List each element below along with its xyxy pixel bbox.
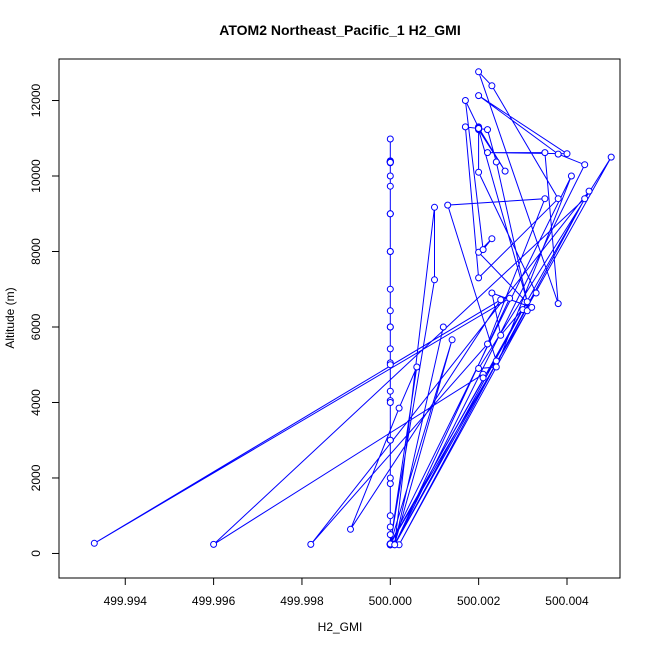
x-axis: 499.994 499.996 499.998 500.000 500.002 500.0… xyxy=(104,577,589,608)
data-point xyxy=(386,512,394,520)
data-point xyxy=(386,523,394,531)
data-point xyxy=(386,345,394,353)
data-point xyxy=(475,92,483,100)
data-point xyxy=(386,436,394,444)
data-point xyxy=(492,357,500,365)
data-point xyxy=(532,289,540,297)
y-tick-label: 12000 xyxy=(29,84,43,118)
data-point xyxy=(431,276,438,284)
series-layer xyxy=(90,68,615,549)
data-point xyxy=(444,201,452,209)
data-point xyxy=(461,97,469,104)
data-point xyxy=(386,158,394,166)
data-point xyxy=(90,539,98,547)
y-tick-label: 8000 xyxy=(29,238,43,265)
plot-frame xyxy=(58,58,621,579)
data-point xyxy=(448,336,456,344)
x-tick-label: 499.994 xyxy=(104,594,148,608)
data-point xyxy=(554,300,562,308)
y-axis-label: Altitude (m) xyxy=(3,287,17,348)
data-point xyxy=(497,331,505,339)
data-point xyxy=(461,123,469,131)
data-point xyxy=(475,365,483,372)
x-tick-label: 499.996 xyxy=(192,594,236,608)
data-point xyxy=(347,525,354,533)
x-tick-label: 500.000 xyxy=(369,594,413,608)
data-point xyxy=(307,540,315,548)
data-point xyxy=(386,399,394,406)
data-point xyxy=(554,150,562,158)
chart-title: ATOM2 Northeast_Pacific_1 H2_GMI xyxy=(219,22,460,38)
data-point xyxy=(386,172,394,180)
y-tick-label: 4000 xyxy=(29,389,43,416)
data-point xyxy=(567,172,575,180)
data-point xyxy=(488,82,496,90)
y-tick-label: 2000 xyxy=(29,464,43,491)
data-point xyxy=(563,150,571,158)
data-point xyxy=(492,363,500,371)
data-point xyxy=(431,203,438,211)
data-point xyxy=(541,195,549,203)
y-axis: 0 2000 4000 6000 8000 10000 12000 xyxy=(29,84,60,557)
data-point xyxy=(528,303,536,311)
data-point xyxy=(386,135,394,143)
data-point xyxy=(413,363,421,371)
data-point xyxy=(386,323,394,331)
x-axis-label: H2_GMI xyxy=(318,620,363,634)
x-tick-label: 500.002 xyxy=(457,594,501,608)
data-point xyxy=(492,158,500,166)
data-point xyxy=(475,168,483,176)
data-point xyxy=(386,182,394,190)
y-tick-label: 0 xyxy=(29,550,43,557)
data-point xyxy=(581,195,589,203)
data-point xyxy=(386,474,394,482)
data-point xyxy=(479,374,487,382)
data-point xyxy=(439,323,447,331)
data-point xyxy=(523,307,531,315)
data-point xyxy=(501,167,509,175)
data-point xyxy=(395,404,403,412)
data-point xyxy=(391,541,399,549)
data-point xyxy=(484,340,491,348)
y-tick-label: 6000 xyxy=(29,313,43,340)
data-point xyxy=(585,187,593,195)
data-point xyxy=(497,296,505,304)
data-point xyxy=(581,161,589,169)
data-point xyxy=(386,285,394,293)
data-point xyxy=(386,531,394,539)
data-point xyxy=(386,248,394,255)
data-point xyxy=(541,149,549,157)
data-point xyxy=(475,68,483,76)
data-point xyxy=(484,149,491,157)
x-tick-label: 500.004 xyxy=(545,594,589,608)
data-point xyxy=(386,210,394,218)
data-point xyxy=(386,361,394,369)
data-point xyxy=(475,125,483,132)
data-point xyxy=(488,235,496,243)
data-point xyxy=(475,274,483,282)
data-point xyxy=(523,298,531,306)
data-point xyxy=(488,289,496,297)
data-point xyxy=(479,246,487,254)
data-point xyxy=(554,195,562,203)
data-point xyxy=(386,307,394,315)
data-point xyxy=(506,294,514,302)
x-tick-label: 499.998 xyxy=(280,594,324,608)
data-point xyxy=(484,126,491,134)
y-tick-label: 10000 xyxy=(29,159,43,193)
data-point xyxy=(210,540,218,548)
data-point xyxy=(386,387,394,395)
data-point xyxy=(607,153,615,161)
